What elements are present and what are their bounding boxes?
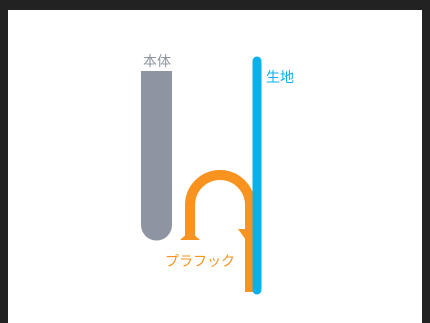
body-bar: [141, 71, 172, 241]
hook-inner-barb: [238, 229, 246, 240]
hook-shape: [185, 170, 255, 292]
fabric-label: 生地: [266, 70, 294, 86]
body-label: 本体: [143, 54, 171, 70]
hook-label: プラフック: [165, 254, 235, 270]
hook-left-tip: [180, 231, 200, 240]
